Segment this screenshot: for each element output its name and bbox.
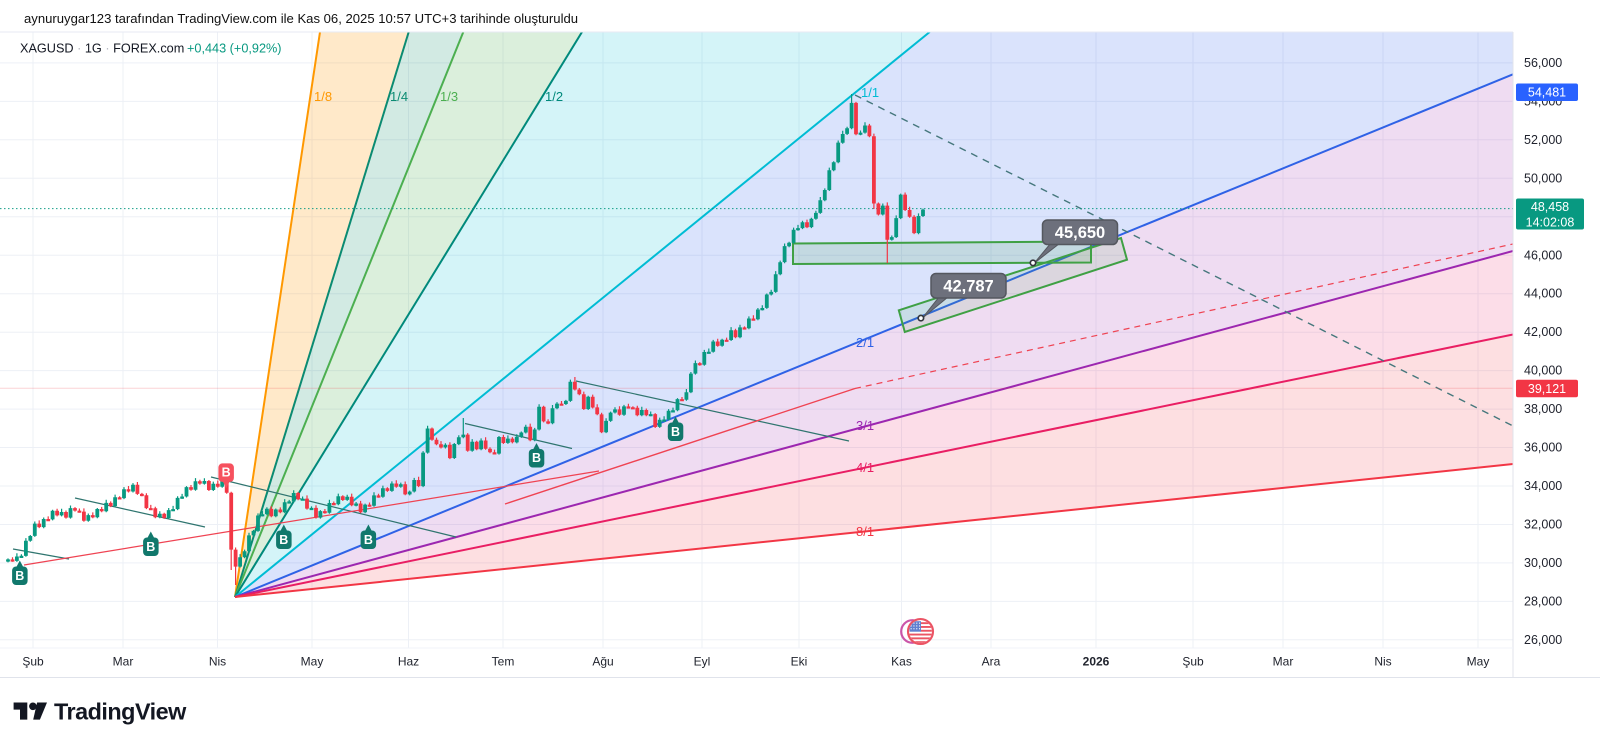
svg-text:42,000: 42,000: [1524, 325, 1562, 339]
svg-text:26,000: 26,000: [1524, 633, 1562, 647]
svg-text:32,000: 32,000: [1524, 518, 1562, 532]
svg-text:B: B: [146, 540, 155, 554]
svg-text:38,000: 38,000: [1524, 402, 1562, 416]
svg-text:Kas: Kas: [891, 655, 912, 669]
svg-text:36,000: 36,000: [1524, 441, 1562, 455]
svg-text:30,000: 30,000: [1524, 556, 1562, 570]
svg-text:Şub: Şub: [22, 655, 44, 669]
svg-text:56,000: 56,000: [1524, 56, 1562, 70]
svg-text:B: B: [364, 533, 373, 547]
svg-text:48,458: 48,458: [1531, 200, 1569, 214]
svg-text:45,650: 45,650: [1055, 224, 1105, 242]
svg-text:Mar: Mar: [1273, 655, 1294, 669]
svg-text:3/1: 3/1: [856, 418, 874, 433]
svg-text:B: B: [279, 533, 288, 547]
svg-text:Nis: Nis: [209, 655, 226, 669]
svg-text:8/1: 8/1: [856, 524, 874, 539]
svg-text:52,000: 52,000: [1524, 133, 1562, 147]
svg-text:1/8: 1/8: [314, 89, 332, 104]
svg-text:44,000: 44,000: [1524, 287, 1562, 301]
svg-text:2/1: 2/1: [856, 335, 874, 350]
svg-text:4/1: 4/1: [856, 460, 874, 475]
svg-text:Nis: Nis: [1374, 655, 1391, 669]
svg-text:Şub: Şub: [1182, 655, 1204, 669]
svg-text:aynuruygar123 tarafından Tradi: aynuruygar123 tarafından TradingView.com…: [24, 11, 578, 26]
svg-text:B: B: [671, 425, 680, 439]
svg-text:XAGUSD · 1G · FOREX.com: XAGUSD · 1G · FOREX.com: [20, 42, 184, 56]
svg-text:B: B: [222, 466, 231, 480]
svg-text:28,000: 28,000: [1524, 595, 1562, 609]
svg-text:Tem: Tem: [492, 655, 515, 669]
svg-text:Mar: Mar: [113, 655, 134, 669]
svg-text:1/1: 1/1: [861, 85, 879, 100]
svg-text:40,000: 40,000: [1524, 364, 1562, 378]
svg-text:42,787: 42,787: [943, 277, 993, 295]
svg-text:Haz: Haz: [398, 655, 419, 669]
svg-text:50,000: 50,000: [1524, 171, 1562, 185]
svg-text:B: B: [532, 451, 541, 465]
svg-text:1/4: 1/4: [390, 89, 408, 104]
svg-text:Eki: Eki: [791, 655, 808, 669]
svg-text:B: B: [15, 569, 24, 583]
svg-text:May: May: [301, 655, 324, 669]
svg-text:39,121: 39,121: [1528, 382, 1566, 396]
svg-text:14:02:08: 14:02:08: [1526, 216, 1575, 230]
svg-text:Ağu: Ağu: [592, 655, 613, 669]
svg-text:TradingView: TradingView: [54, 699, 187, 725]
svg-text:34,000: 34,000: [1524, 479, 1562, 493]
svg-text:+0,443 (+0,92%): +0,443 (+0,92%): [187, 42, 282, 56]
svg-text:Ara: Ara: [982, 655, 1001, 669]
svg-text:54,481: 54,481: [1528, 86, 1566, 100]
svg-text:May: May: [1467, 655, 1490, 669]
svg-text:1/2: 1/2: [545, 89, 563, 104]
svg-text:Eyl: Eyl: [694, 655, 711, 669]
svg-text:46,000: 46,000: [1524, 248, 1562, 262]
svg-text:1/3: 1/3: [440, 89, 458, 104]
svg-text:2026: 2026: [1083, 655, 1110, 669]
